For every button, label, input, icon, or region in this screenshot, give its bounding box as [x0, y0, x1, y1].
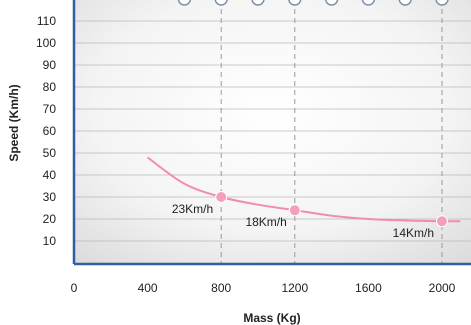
series-line: [147, 156, 461, 223]
y-tick-labels: 10 20 30 40 50 60 70 80 90 100 110: [36, 14, 56, 248]
y-tick-label: 90: [43, 58, 57, 72]
data-label: 14Km/h: [393, 226, 434, 240]
x-tick-label: 1200: [281, 281, 308, 295]
y-axis-title: Speed (Km/h): [7, 84, 21, 161]
top-markers: [177, 0, 449, 6]
x-tick-label: 1600: [355, 281, 382, 295]
top-marker: [398, 0, 412, 6]
top-marker: [435, 0, 449, 6]
x-tick-label: 400: [138, 281, 158, 295]
top-marker: [288, 0, 302, 6]
x-axis-title: Mass (Kg): [243, 311, 300, 325]
x-tick-label: 800: [211, 281, 231, 295]
top-marker: [177, 0, 192, 6]
y-tick-label: 40: [43, 168, 57, 182]
y-tick-label: 30: [43, 190, 57, 204]
y-tick-label: 70: [43, 102, 57, 116]
y-tick-label: 10: [43, 234, 57, 248]
y-tick-label: 50: [43, 146, 57, 160]
top-marker: [214, 0, 228, 6]
x-tick-labels: 0 400 800 1200 1600 2000: [71, 281, 456, 295]
y-tick-label: 110: [37, 14, 56, 28]
top-marker: [251, 0, 265, 6]
y-tick-label: 60: [43, 124, 57, 138]
axes: [72, 0, 471, 266]
y-tick-label: 80: [43, 80, 57, 94]
y-tick-label: 20: [43, 212, 57, 226]
x-tick-label: 2000: [429, 281, 456, 295]
x-tick-label: 0: [71, 281, 78, 295]
data-labels: 23Km/h 18Km/h 14Km/h: [172, 202, 434, 240]
data-label: 23Km/h: [172, 202, 213, 216]
data-point-800: [215, 191, 228, 203]
top-marker: [361, 0, 376, 6]
data-point-1200: [288, 204, 301, 217]
data-point-2000: [436, 215, 448, 228]
data-label: 18Km/h: [245, 215, 286, 229]
highlight-points: [215, 191, 448, 228]
top-marker: [324, 0, 339, 6]
grid: [74, 20, 471, 242]
y-tick-label: 100: [36, 36, 56, 50]
